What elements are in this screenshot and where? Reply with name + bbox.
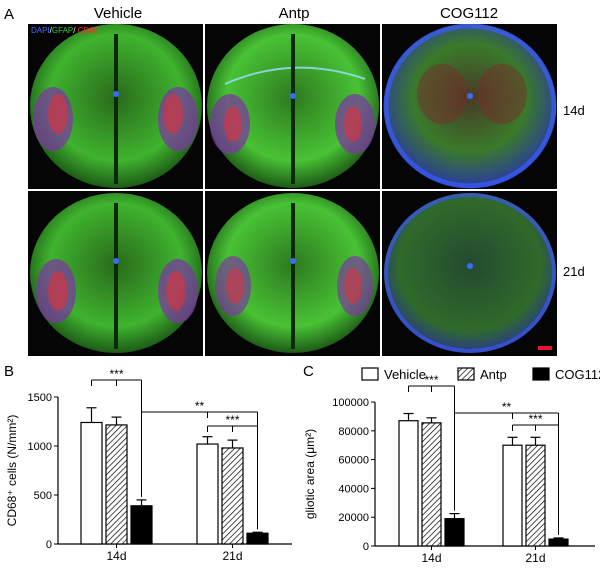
bar-antp-21d — [525, 444, 546, 547]
stain-slash-1: / — [49, 26, 52, 35]
panel-c-letter: C — [303, 363, 314, 380]
bar-antp-14d — [105, 424, 128, 545]
significance-label: ** — [195, 399, 205, 413]
bar-cog112-21d — [548, 538, 569, 547]
legend-label-antp: Antp — [480, 367, 507, 382]
scale-bar — [538, 346, 552, 350]
bar-cog112-21d — [246, 532, 269, 545]
significance-label: *** — [424, 373, 438, 387]
micrograph-cog112-14d — [382, 24, 557, 189]
y-axis-label: gliotic area (μm²) — [303, 429, 317, 519]
row-label-21d: 21d — [563, 264, 585, 279]
bar-vehicle-14d — [80, 421, 103, 545]
significance-label: *** — [225, 413, 239, 427]
bar-cog112-14d — [444, 518, 465, 547]
bar-antp-21d — [221, 447, 244, 545]
y-tick-label: 100000 — [332, 397, 369, 409]
bar-vehicle-14d — [398, 420, 419, 547]
micrograph-antp-21d — [205, 191, 380, 356]
x-tick-label: 21d — [525, 551, 545, 565]
y-tick-label: 60000 — [338, 455, 369, 467]
legend-swatch-vehicle — [361, 367, 379, 381]
y-axis-label: CD68⁺ cells (N/mm²) — [5, 415, 19, 527]
legend-swatch-cog112 — [532, 367, 550, 381]
bar-cog112-14d — [130, 505, 153, 545]
micrograph-cog112-21d — [382, 191, 557, 356]
stain-label: DAPI/GFAP/ CD68 — [31, 26, 98, 35]
micrograph-vehicle-21d — [28, 191, 203, 356]
legend-label-cog112: COG112 — [555, 367, 600, 382]
row-label-14d: 14d — [563, 103, 585, 118]
bar-antp-14d — [421, 422, 442, 547]
column-title-vehicle: Vehicle — [93, 5, 143, 22]
stain-cd68: CD68 — [75, 26, 99, 35]
bar-vehicle-21d — [196, 443, 219, 545]
stain-slash-2: / — [73, 26, 76, 35]
y-tick-label: 20000 — [338, 512, 369, 524]
y-tick-label: 500 — [34, 490, 52, 502]
y-tick-label: 0 — [46, 539, 52, 551]
significance-label: *** — [109, 367, 123, 381]
column-title-antp: Antp — [278, 5, 310, 22]
x-tick-label: 14d — [421, 551, 441, 565]
y-tick-label: 0 — [363, 541, 369, 553]
x-tick-label: 21d — [222, 549, 242, 563]
bar-vehicle-21d — [502, 444, 523, 547]
y-tick-label: 1500 — [28, 392, 52, 404]
stain-gfap: GFAP — [51, 26, 74, 35]
chart-c: C Vehicle Antp COG112 0 20000 40000 60000 8000… — [303, 363, 600, 565]
micrograph-vehicle-14d: DAPI/GFAP/ CD68 — [28, 24, 203, 189]
column-title-cog112: COG112 — [439, 5, 499, 22]
y-tick-label: 1000 — [28, 441, 52, 453]
legend-swatch-antp — [457, 367, 475, 381]
x-tick-label: 14d — [106, 549, 126, 563]
panel-b-letter: B — [4, 363, 14, 380]
legend-label-vehicle: Vehicle — [384, 367, 426, 382]
y-tick-label: 80000 — [338, 426, 369, 438]
micrograph-antp-14d — [205, 24, 380, 189]
panel-a-letter: A — [4, 6, 15, 23]
significance-label: *** — [528, 412, 542, 426]
legend: Vehicle Antp COG112 — [361, 367, 600, 382]
y-tick-label: 40000 — [338, 483, 369, 495]
significance-label: ** — [502, 400, 512, 414]
stain-dapi: DAPI — [31, 26, 50, 35]
